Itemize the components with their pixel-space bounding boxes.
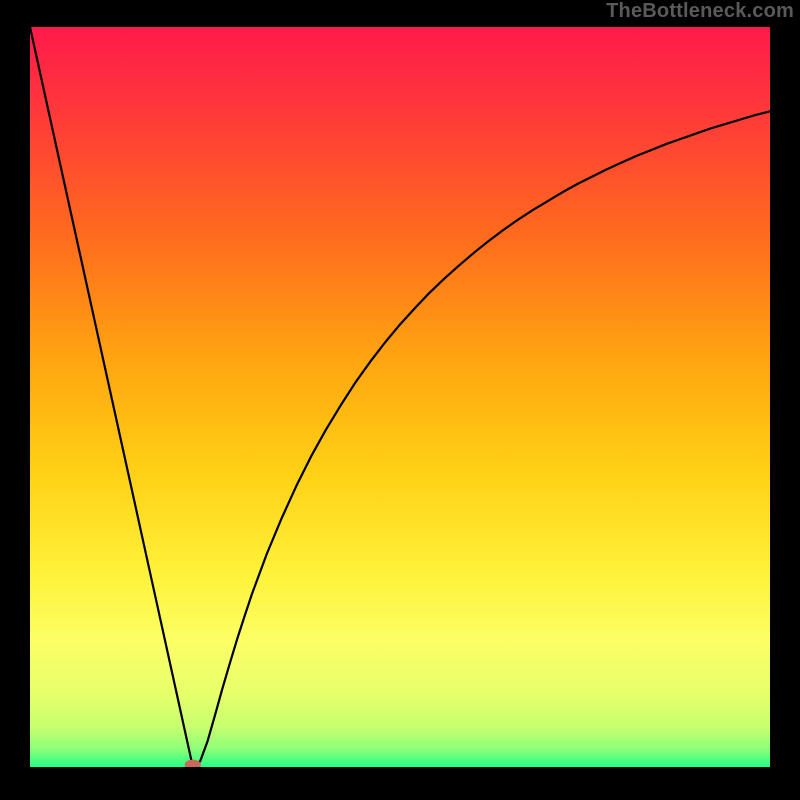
bottleneck-curve-plot <box>30 27 770 767</box>
chart-frame: TheBottleneck.com <box>0 0 800 800</box>
attribution-text: TheBottleneck.com <box>606 0 794 23</box>
plot-background <box>30 27 770 767</box>
